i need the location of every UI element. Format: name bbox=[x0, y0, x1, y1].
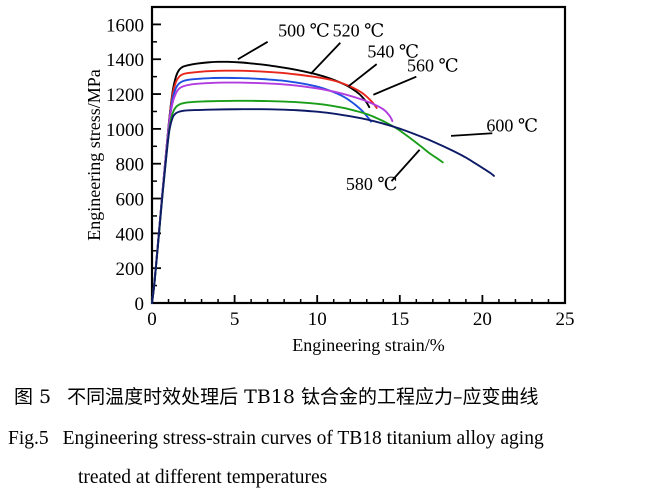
series-label-560c: 560 ℃ bbox=[407, 55, 459, 75]
caption-chinese-number: 图 5 bbox=[14, 386, 52, 408]
leader-line-500c bbox=[237, 41, 269, 61]
leader-line-540c bbox=[348, 63, 378, 87]
figure-caption-block: 图 5 不同温度时效处理后 TB18 钛合金的工程应力–应变曲线 Fig.5 Eng… bbox=[0, 372, 653, 500]
caption-english-text1: Engineering stress-strain curves of TB18… bbox=[62, 428, 544, 449]
y-tick-label: 1600 bbox=[106, 15, 144, 36]
series-curve-560c bbox=[151, 81, 394, 304]
leader-line-580c bbox=[390, 149, 421, 182]
series-label-580c: 580 ℃ bbox=[346, 174, 398, 194]
y-tick-label: 200 bbox=[116, 259, 145, 280]
series-label-600c: 600 ℃ bbox=[486, 115, 538, 135]
caption-english-number: Fig.5 bbox=[8, 428, 49, 449]
leader-line-560c bbox=[373, 75, 417, 96]
x-axis-title: Engineering strain/% bbox=[292, 335, 444, 355]
y-tick-label: 600 bbox=[116, 190, 145, 211]
chart-area: 0 5 10 15 20 25 0 200 400 600 800 1000 1200 1400 1600 E… bbox=[84, 5, 575, 355]
caption-english-line1: Fig.5 Engineering stress-strain curves of… bbox=[8, 426, 544, 452]
y-tick-label: 400 bbox=[116, 224, 145, 245]
x-tick-label: 20 bbox=[473, 309, 492, 330]
series-curve-540c bbox=[151, 76, 372, 304]
x-tick-label: 15 bbox=[390, 309, 409, 330]
series-curve-580c bbox=[151, 99, 444, 304]
y-tick-label: 1400 bbox=[106, 50, 144, 71]
y-tick-label: 800 bbox=[116, 155, 145, 176]
stress-strain-chart: 0 5 10 15 20 25 0 200 400 600 800 1000 1200 1400 1600 E… bbox=[84, 5, 575, 355]
series-curve-500c bbox=[151, 60, 371, 304]
y-tick-label: 1000 bbox=[106, 120, 144, 141]
x-tick-label: 10 bbox=[308, 309, 327, 330]
y-tick-label: 1200 bbox=[106, 85, 144, 106]
y-tick-label: 0 bbox=[135, 294, 145, 315]
leader-line-520c bbox=[309, 42, 341, 75]
series-label-520c: 520 ℃ bbox=[333, 21, 385, 41]
x-tick-label: 0 bbox=[147, 309, 157, 330]
x-tick-label: 25 bbox=[556, 309, 575, 330]
caption-english-line2: treated at different temperatures bbox=[78, 467, 328, 488]
leader-line-600c bbox=[450, 132, 493, 137]
y-axis-title: Engineering stress/MPa bbox=[84, 69, 104, 240]
caption-chinese-text: 不同温度时效处理后 TB18 钛合金的工程应力–应变曲线 bbox=[67, 386, 539, 408]
series-curve-600c bbox=[151, 108, 495, 304]
series-curve-520c bbox=[151, 69, 378, 304]
plot-frame bbox=[150, 5, 567, 305]
series-label-500c: 500 ℃ bbox=[278, 21, 330, 41]
series-label-540c: 540 ℃ bbox=[367, 41, 419, 61]
caption-chinese: 图 5 不同温度时效处理后 TB18 钛合金的工程应力–应变曲线 bbox=[14, 384, 539, 410]
x-tick-label: 5 bbox=[230, 309, 240, 330]
